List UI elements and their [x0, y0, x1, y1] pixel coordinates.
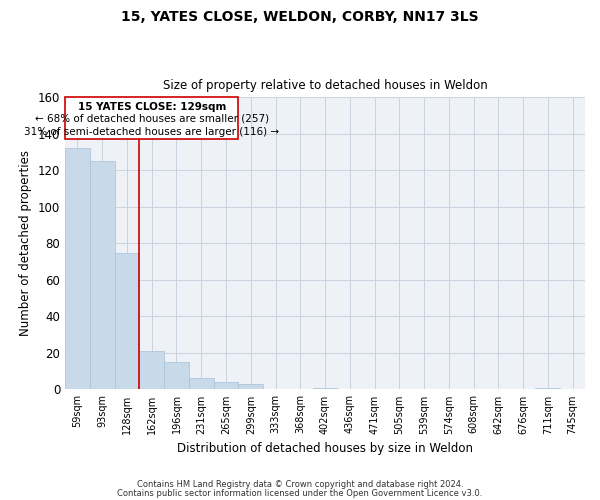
Text: 15 YATES CLOSE: 129sqm: 15 YATES CLOSE: 129sqm — [77, 102, 226, 112]
Y-axis label: Number of detached properties: Number of detached properties — [19, 150, 32, 336]
Bar — [139, 351, 164, 390]
Bar — [238, 384, 263, 390]
Bar — [214, 382, 238, 390]
Text: ← 68% of detached houses are smaller (257): ← 68% of detached houses are smaller (25… — [35, 114, 269, 124]
Text: 15, YATES CLOSE, WELDON, CORBY, NN17 3LS: 15, YATES CLOSE, WELDON, CORBY, NN17 3LS — [121, 10, 479, 24]
Bar — [535, 388, 560, 390]
Title: Size of property relative to detached houses in Weldon: Size of property relative to detached ho… — [163, 79, 487, 92]
Text: Contains HM Land Registry data © Crown copyright and database right 2024.: Contains HM Land Registry data © Crown c… — [137, 480, 463, 489]
X-axis label: Distribution of detached houses by size in Weldon: Distribution of detached houses by size … — [177, 442, 473, 455]
Bar — [313, 388, 337, 390]
Bar — [164, 362, 189, 390]
Bar — [189, 378, 214, 390]
Bar — [115, 252, 139, 390]
Text: Contains public sector information licensed under the Open Government Licence v3: Contains public sector information licen… — [118, 490, 482, 498]
Bar — [90, 161, 115, 390]
Text: 31% of semi-detached houses are larger (116) →: 31% of semi-detached houses are larger (… — [24, 126, 279, 136]
FancyBboxPatch shape — [65, 98, 238, 140]
Bar — [65, 148, 90, 390]
